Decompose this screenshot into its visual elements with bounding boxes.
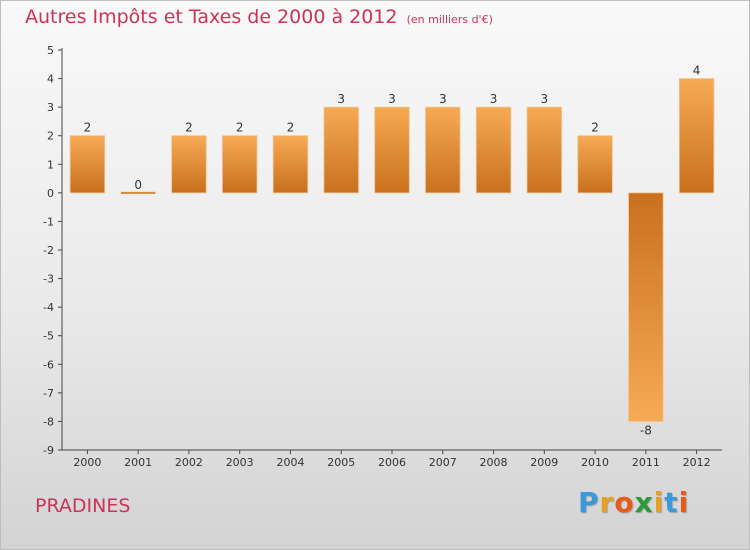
y-tick-label: -4 bbox=[43, 301, 54, 314]
chart-title: Autres Impôts et Taxes de 2000 à 2012 bbox=[25, 6, 398, 28]
proxiti-logo: Proxiti bbox=[578, 486, 689, 519]
bar bbox=[323, 106, 359, 194]
labels: 2 0 2 2 2 3 3 3 3 3 2 -8 4 bbox=[84, 64, 701, 438]
chart-title-block: Autres Impôts et Taxes de 2000 à 2012 (e… bbox=[25, 6, 493, 28]
x-tick-label: 2003 bbox=[226, 456, 254, 469]
logo-letter: i bbox=[678, 486, 690, 519]
axes: -9 -8 -7 -6 -5 -4 -3 -2 -1 0 1 2 3 4 5 2000 2001 2002 2003… bbox=[43, 44, 722, 469]
bar bbox=[425, 106, 461, 194]
x-tick-label: 2002 bbox=[175, 456, 203, 469]
bar bbox=[628, 192, 664, 422]
data-label: -8 bbox=[640, 423, 652, 437]
bar bbox=[374, 106, 410, 194]
data-label: 3 bbox=[490, 92, 498, 106]
bar bbox=[222, 135, 258, 194]
bar bbox=[171, 135, 207, 194]
bars bbox=[69, 78, 715, 422]
x-tick-label: 2005 bbox=[327, 456, 355, 469]
x-tick-label: 2011 bbox=[632, 456, 660, 469]
commune-name: PRADINES bbox=[35, 495, 131, 517]
logo-letter: t bbox=[664, 486, 679, 519]
bar bbox=[526, 106, 562, 194]
bar bbox=[475, 106, 512, 194]
bar bbox=[577, 135, 613, 194]
x-tick-label: 2000 bbox=[73, 456, 101, 469]
x-tick-label: 2006 bbox=[378, 456, 406, 469]
x-tick-label: 2008 bbox=[480, 456, 508, 469]
x-tick-label: 2007 bbox=[429, 456, 457, 469]
x-tick-label: 2010 bbox=[581, 456, 609, 469]
x-tick-label: 2012 bbox=[683, 456, 711, 469]
x-tick-label: 2001 bbox=[124, 456, 152, 469]
data-label: 4 bbox=[693, 64, 701, 78]
y-tick-label: 2 bbox=[47, 130, 54, 143]
x-tick-label: 2004 bbox=[276, 456, 304, 469]
y-tick-label: 3 bbox=[47, 101, 54, 114]
logo-letter: P bbox=[578, 486, 600, 519]
y-tick-label: -5 bbox=[43, 330, 54, 343]
logo-letter: o bbox=[614, 486, 635, 519]
y-tick-label: 1 bbox=[47, 158, 54, 171]
bar bbox=[678, 78, 715, 194]
data-label: 3 bbox=[540, 92, 548, 106]
y-tick-label: 0 bbox=[47, 187, 54, 200]
y-tick-label: 5 bbox=[47, 44, 54, 57]
y-tick-label: -1 bbox=[43, 215, 54, 228]
y-tick-label: -3 bbox=[43, 273, 54, 286]
y-tick-label: -8 bbox=[43, 415, 54, 428]
unit-note: (en milliers d'€) bbox=[406, 13, 493, 26]
bar bbox=[272, 135, 309, 194]
data-label: 2 bbox=[84, 121, 92, 135]
data-label: 2 bbox=[591, 121, 599, 135]
y-tick-label: 4 bbox=[47, 73, 54, 86]
bar bbox=[69, 135, 106, 194]
data-label: 3 bbox=[439, 92, 447, 106]
logo-letter: r bbox=[599, 486, 615, 519]
y-tick-label: -9 bbox=[43, 444, 54, 457]
logo-letter: i bbox=[653, 486, 665, 519]
x-tick-label: 2009 bbox=[530, 456, 558, 469]
data-label: 0 bbox=[134, 178, 142, 192]
y-tick-label: -6 bbox=[43, 358, 54, 371]
data-label: 2 bbox=[287, 121, 295, 135]
y-tick-label: -7 bbox=[43, 387, 54, 400]
y-tick-label: -2 bbox=[43, 244, 54, 257]
data-label: 3 bbox=[337, 92, 345, 106]
data-label: 2 bbox=[236, 121, 244, 135]
data-label: 2 bbox=[185, 121, 193, 135]
logo-letter: x bbox=[634, 486, 654, 519]
data-label: 3 bbox=[388, 92, 396, 106]
